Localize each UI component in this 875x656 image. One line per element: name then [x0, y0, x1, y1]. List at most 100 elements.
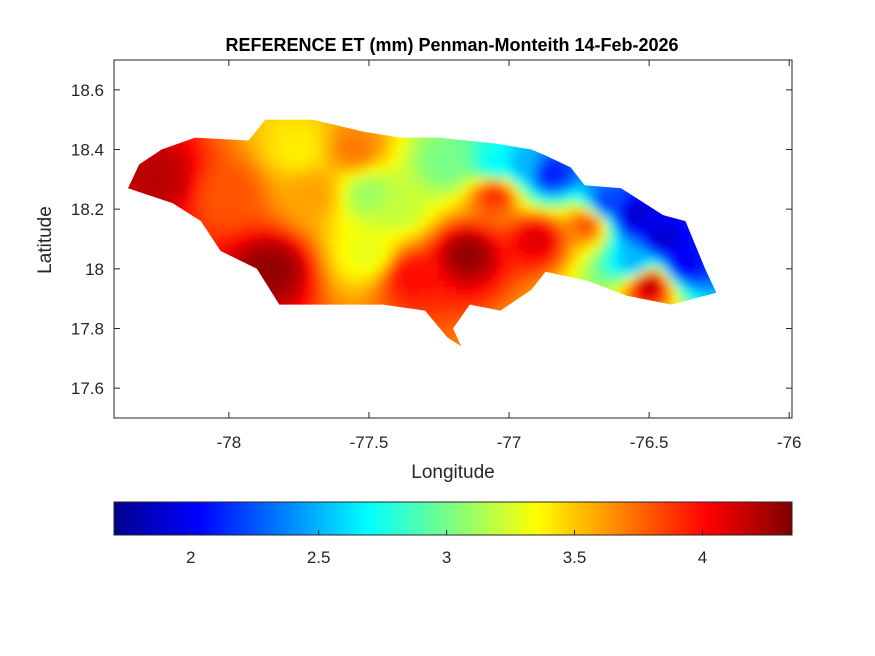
et-cell	[258, 138, 265, 145]
et-cell	[360, 258, 367, 265]
et-cell	[252, 222, 259, 229]
et-cell	[408, 264, 415, 271]
et-cell	[336, 132, 343, 139]
et-cell	[396, 294, 403, 301]
et-cell	[360, 204, 367, 211]
et-cell	[336, 252, 343, 259]
et-cell	[270, 120, 277, 127]
et-cell	[294, 150, 301, 157]
et-cell	[444, 240, 451, 247]
et-cell	[276, 192, 283, 199]
et-cell	[576, 204, 583, 211]
et-cell	[438, 180, 445, 187]
et-cell	[432, 318, 439, 325]
et-cell	[342, 288, 349, 295]
et-cell	[318, 186, 325, 193]
et-cell	[468, 294, 475, 301]
et-cell	[510, 264, 517, 271]
chart-title: REFERENCE ET (mm) Penman-Monteith 14-Feb…	[225, 35, 678, 55]
et-cell	[642, 216, 649, 223]
et-cell	[336, 216, 343, 223]
et-cell	[492, 156, 499, 163]
et-cell	[414, 204, 421, 211]
et-cell	[150, 156, 157, 163]
et-cell	[582, 276, 589, 283]
et-cell	[444, 186, 451, 193]
et-cell	[606, 198, 613, 205]
et-cell	[558, 162, 565, 169]
et-cell	[270, 210, 277, 217]
et-cell	[366, 156, 373, 163]
et-cell	[630, 288, 637, 295]
et-cell	[408, 258, 415, 265]
et-cell	[468, 192, 475, 199]
et-cell	[384, 186, 391, 193]
et-cell	[420, 228, 427, 235]
et-cell	[408, 204, 415, 211]
et-cell	[492, 210, 499, 217]
et-cell	[396, 264, 403, 271]
et-cell	[210, 180, 217, 187]
et-cell	[306, 150, 313, 157]
et-cell	[618, 252, 625, 259]
et-cell	[414, 168, 421, 175]
et-cell	[420, 150, 427, 157]
et-cell	[498, 156, 505, 163]
et-cell	[348, 276, 355, 283]
et-cell	[378, 282, 385, 289]
et-cell	[306, 192, 313, 199]
et-cell	[570, 216, 577, 223]
et-cell	[342, 294, 349, 301]
et-cell	[684, 282, 691, 289]
et-cell	[288, 132, 295, 139]
et-cell	[594, 252, 601, 259]
et-cell	[426, 294, 433, 301]
et-cell	[222, 234, 229, 241]
et-cell	[282, 132, 289, 139]
et-cell	[216, 192, 223, 199]
et-cell	[258, 174, 265, 181]
et-cell	[246, 162, 253, 169]
et-cell	[192, 156, 199, 163]
et-cell	[474, 270, 481, 277]
et-cell	[156, 174, 163, 181]
et-cell	[666, 300, 673, 307]
et-cell	[642, 288, 649, 295]
et-cell	[408, 252, 415, 259]
et-cell	[432, 144, 439, 151]
et-cell	[288, 126, 295, 133]
et-cell	[294, 168, 301, 175]
et-cell	[522, 192, 529, 199]
et-cell	[462, 198, 469, 205]
et-cell	[450, 138, 457, 145]
et-cell	[594, 198, 601, 205]
et-cell	[288, 174, 295, 181]
et-cell	[618, 228, 625, 235]
et-cell	[594, 276, 601, 283]
et-cell	[438, 168, 445, 175]
et-cell	[642, 264, 649, 271]
et-cell	[594, 228, 601, 235]
et-cell	[372, 228, 379, 235]
et-cell	[420, 204, 427, 211]
et-cell	[642, 294, 649, 301]
et-cell	[438, 246, 445, 253]
et-cell	[252, 168, 259, 175]
et-cell	[258, 162, 265, 169]
et-cell	[312, 228, 319, 235]
et-cell	[570, 174, 577, 181]
et-cell	[504, 186, 511, 193]
et-cell	[498, 294, 505, 301]
et-cell	[372, 300, 379, 307]
et-cell	[402, 300, 409, 307]
et-cell	[666, 288, 673, 295]
et-cell	[288, 156, 295, 163]
et-cell	[192, 192, 199, 199]
et-cell	[318, 240, 325, 247]
et-cell	[690, 258, 697, 265]
et-cell	[288, 210, 295, 217]
et-cell	[234, 204, 241, 211]
et-cell	[498, 222, 505, 229]
et-cell	[318, 264, 325, 271]
et-cell	[174, 144, 181, 151]
